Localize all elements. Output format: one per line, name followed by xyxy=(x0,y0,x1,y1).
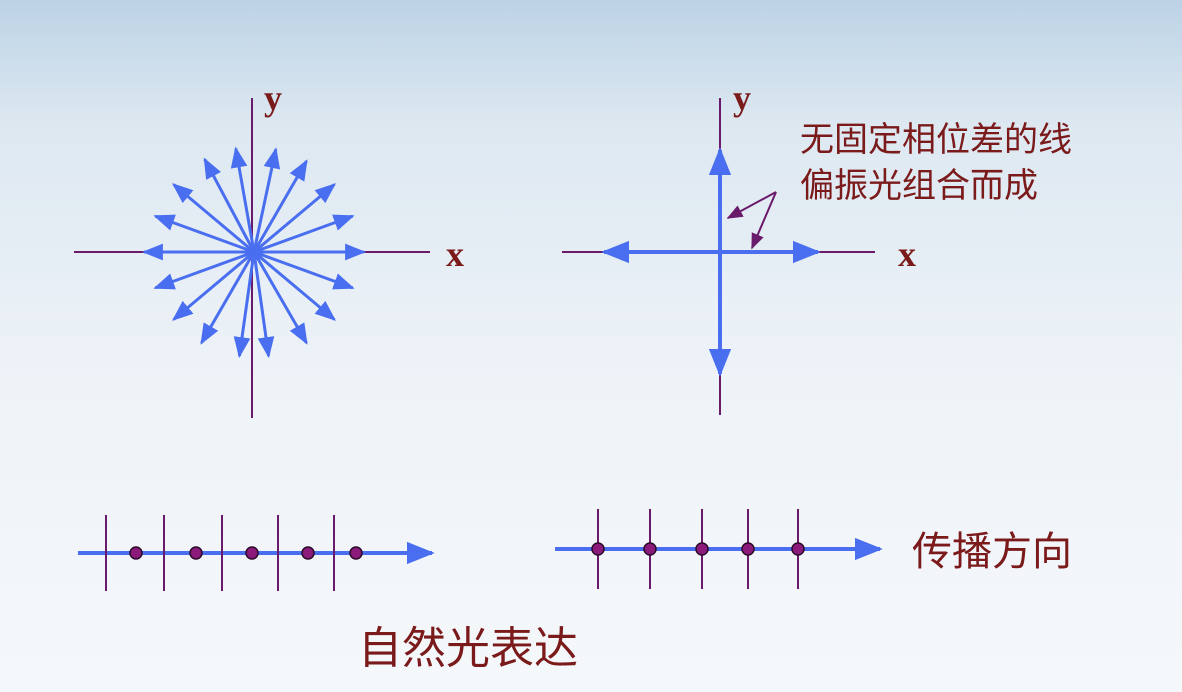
components-y-label: y xyxy=(733,78,751,118)
polarization-vector xyxy=(171,250,255,321)
propagation-direction-label: 传播方向 xyxy=(912,529,1072,575)
annotation-line-1: 无固定相位差的线 xyxy=(800,120,1072,160)
perpendicular-component-dot xyxy=(741,542,755,556)
polarization-vector xyxy=(252,147,281,253)
polarization-vector xyxy=(171,183,255,254)
pointer-to-y xyxy=(726,191,777,219)
pointer-to-x xyxy=(751,191,777,250)
components-x-label: x xyxy=(898,234,916,274)
polarization-vector xyxy=(253,250,355,290)
perpendicular-component-dot xyxy=(129,546,143,560)
perpendicular-component-dot xyxy=(643,542,657,556)
perpendicular-component-dot xyxy=(245,546,259,560)
polarization-vector xyxy=(153,250,255,290)
annotation-pointers xyxy=(726,191,777,250)
polarization-vector xyxy=(153,214,255,254)
perpendicular-component-dot xyxy=(189,546,203,560)
perpendicular-components xyxy=(591,542,805,556)
polarization-vector xyxy=(233,251,256,359)
polarization-vector xyxy=(230,146,256,253)
natural-light-propagation xyxy=(78,515,435,591)
perpendicular-components xyxy=(129,546,363,560)
components-propagation xyxy=(555,509,883,589)
polarization-vector xyxy=(253,214,355,254)
natural-light-x-label: x xyxy=(446,234,464,274)
perpendicular-component-dot xyxy=(349,546,363,560)
polarization-vector xyxy=(252,159,308,253)
component-vectors xyxy=(601,147,821,377)
polarization-vector xyxy=(253,250,337,321)
polarization-vector xyxy=(252,251,275,359)
perpendicular-component-dot xyxy=(591,542,605,556)
natural-light-caption: 自然光表达 xyxy=(358,623,578,674)
natural-light-vectors xyxy=(141,146,367,359)
perpendicular-component-dot xyxy=(791,542,805,556)
polarization-vector xyxy=(253,183,337,254)
polarization-vector xyxy=(252,251,308,345)
perpendicular-component-dot xyxy=(301,546,315,560)
natural-light-y-label: y xyxy=(264,78,282,118)
vertical-components xyxy=(105,515,335,591)
perpendicular-component-dot xyxy=(695,542,709,556)
polarization-vector xyxy=(203,157,256,253)
annotation-line-2: 偏振光组合而成 xyxy=(800,166,1038,206)
polarization-vector xyxy=(200,251,256,345)
